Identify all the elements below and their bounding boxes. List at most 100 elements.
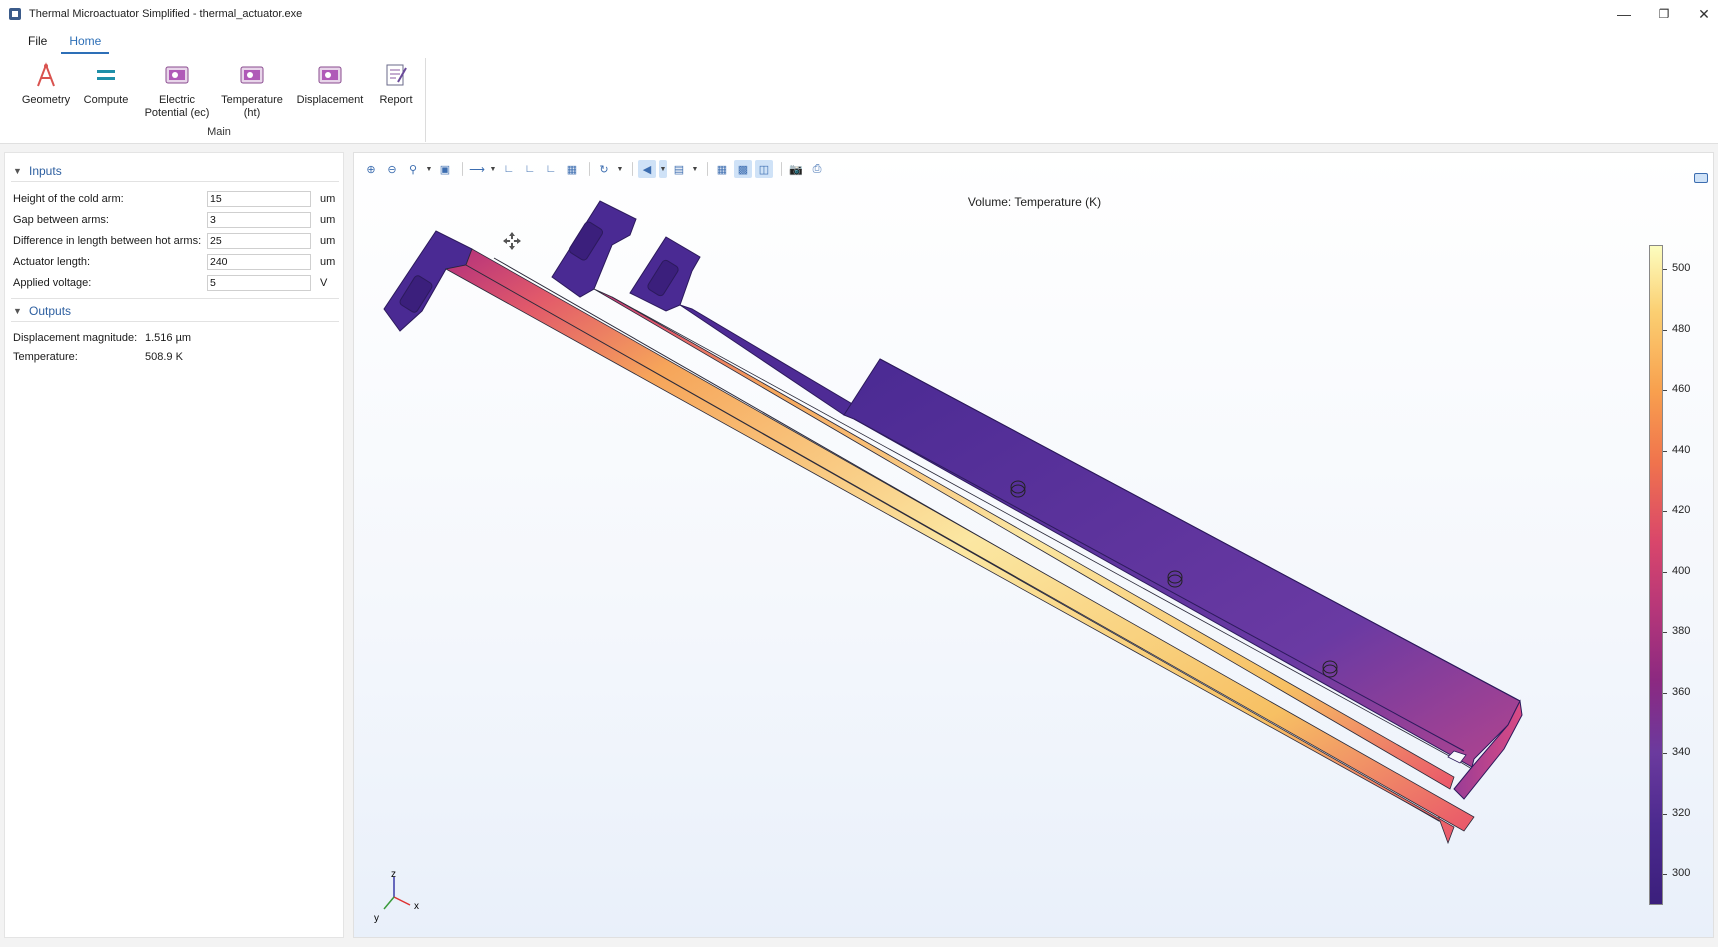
color-legend-tick-label: 480 [1672, 322, 1691, 335]
electric-potential-button[interactable]: Electric Potential (ec) [140, 62, 214, 120]
color-legend-tickmark [1663, 511, 1667, 512]
restore-button[interactable]: ❐ [1658, 7, 1670, 21]
field-label: Applied voltage: [13, 277, 92, 289]
toolbar-separator [707, 162, 708, 176]
color-legend-tickmark [1663, 632, 1667, 633]
chevron-down-icon[interactable]: ▼ [691, 165, 699, 173]
temperature-button[interactable]: Temperature (ht) [216, 62, 288, 120]
color-legend-tick-label: 360 [1672, 685, 1691, 698]
view-yz-icon[interactable]: ∟ [524, 163, 536, 175]
render-icon[interactable]: ◫ [755, 160, 773, 178]
window-title: Thermal Microactuator Simplified - therm… [29, 8, 303, 20]
input-row-cold-arm-height: Height of the cold arm: um [13, 189, 343, 209]
print-icon[interactable]: ⎙ [812, 162, 822, 175]
view-xy-icon[interactable]: ∟ [503, 163, 515, 175]
view-3d-icon[interactable]: ▦ [566, 163, 578, 176]
field-unit: um [320, 235, 336, 247]
view-zx-icon[interactable]: ∟ [545, 163, 557, 175]
graphics-options-icon[interactable] [1694, 173, 1708, 183]
field-label: Temperature: [13, 351, 78, 363]
color-legend-tickmark [1663, 390, 1667, 391]
grid-icon[interactable]: ▦ [716, 163, 728, 176]
color-legend [1649, 245, 1663, 905]
color-legend-tickmark [1663, 874, 1667, 875]
field-label: Difference in length between hot arms: [13, 235, 202, 247]
gap-input[interactable] [207, 212, 311, 228]
temperature-value: 508.9 K [145, 351, 183, 363]
title-bar: Thermal Microactuator Simplified - therm… [0, 0, 1718, 28]
length-difference-input[interactable] [207, 233, 311, 249]
ribbon-group-label: Main [207, 126, 231, 138]
displacement-button[interactable]: Displacement [294, 62, 366, 107]
wireframe-icon[interactable]: ▩ [734, 160, 752, 178]
geometry-icon [33, 62, 59, 88]
inputs-section-header[interactable]: ▼ Inputs [13, 164, 62, 178]
input-row-gap: Gap between arms: um [13, 210, 343, 230]
color-legend-tickmark [1663, 329, 1667, 331]
divider [11, 321, 339, 322]
close-button[interactable]: ✕ [1698, 5, 1710, 22]
chevron-down-icon[interactable]: ▼ [659, 160, 667, 178]
color-legend-tickmark [1663, 692, 1667, 694]
color-legend-tick-label: 380 [1672, 625, 1691, 637]
toolbar-separator [462, 162, 463, 176]
scene-light-icon[interactable]: ▤ [673, 163, 685, 176]
color-legend-tick-label: 440 [1672, 443, 1691, 456]
outputs-heading: Outputs [29, 304, 72, 318]
report-label: Report [379, 94, 413, 106]
zoom-in-icon[interactable]: ⊕ [366, 163, 376, 176]
input-row-voltage: Applied voltage: V [13, 273, 343, 293]
cold-arm-height-input[interactable] [207, 191, 311, 207]
view-axis-icon[interactable]: ⟶ [469, 163, 485, 176]
axis-label-z: z [391, 869, 396, 880]
chevron-down-icon[interactable]: ▼ [616, 165, 624, 173]
displacement-label: Displacement [296, 94, 364, 106]
plot-icon [317, 62, 343, 88]
color-legend-tick-label: 320 [1672, 806, 1691, 819]
outputs-section-header[interactable]: ▼ Outputs [13, 304, 71, 318]
chevron-down-icon[interactable]: ▼ [489, 165, 497, 173]
rotate-icon[interactable]: ↻ [599, 163, 609, 176]
chevron-down-icon: ▼ [13, 166, 22, 176]
zoom-box-icon[interactable]: ⚲ [408, 163, 418, 176]
plot-icon [164, 62, 190, 88]
graphics-window[interactable]: ⊕ ⊖ ⚲ ▼ ▣ ⟶ ▼ ∟ ∟ ∟ ▦ ↻ ▼ ◀ ▼ ▤ ▼ ▦ ▩ ◫ … [353, 152, 1714, 938]
divider [11, 298, 339, 299]
color-legend-tick-label: 400 [1672, 564, 1691, 577]
tab-file[interactable]: File [28, 34, 48, 48]
graphics-toolbar: ⊕ ⊖ ⚲ ▼ ▣ ⟶ ▼ ∟ ∟ ∟ ▦ ↻ ▼ ◀ ▼ ▤ ▼ ▦ ▩ ◫ … [362, 159, 829, 179]
camera-icon[interactable]: 📷 [789, 163, 803, 176]
color-legend-tickmark [1663, 753, 1667, 754]
toolbar-separator [781, 162, 782, 176]
field-unit: um [320, 256, 336, 268]
chevron-down-icon[interactable]: ▼ [425, 165, 433, 173]
displacement-value: 1.516 µm [145, 332, 192, 344]
compute-icon [93, 62, 119, 88]
color-legend-tick-label: 340 [1672, 746, 1691, 758]
axis-label-y: y [374, 913, 379, 924]
field-unit: V [320, 277, 328, 289]
zoom-extents-icon[interactable]: ▣ [439, 163, 451, 176]
color-legend-tick-label: 300 [1672, 867, 1691, 879]
geometry-button[interactable]: Geometry [14, 62, 78, 107]
zoom-out-icon[interactable]: ⊖ [387, 163, 397, 176]
report-button[interactable]: Report [372, 62, 420, 107]
input-row-actuator-length: Actuator length: um [13, 252, 343, 272]
field-label: Actuator length: [13, 256, 91, 268]
transparency-icon[interactable]: ◀ [638, 160, 656, 178]
minimize-button[interactable]: — [1617, 6, 1631, 22]
output-row-temperature: Temperature: 508.9 K [13, 348, 183, 366]
compute-button[interactable]: Compute [78, 62, 134, 107]
color-legend-tickmark [1663, 269, 1667, 270]
tab-home[interactable]: Home [61, 34, 110, 54]
geometry-label: Geometry [21, 94, 71, 106]
input-row-length-difference: Difference in length between hot arms: u… [13, 231, 343, 251]
color-legend-tick-label: 460 [1672, 383, 1691, 395]
actuator-model [383, 200, 1523, 845]
ribbon: Geometry Compute Electric Potential (ec)… [0, 54, 1718, 144]
actuator-length-input[interactable] [207, 254, 311, 270]
field-unit: um [320, 193, 336, 205]
voltage-input[interactable] [207, 275, 311, 291]
field-label: Gap between arms: [13, 214, 109, 226]
field-label: Displacement magnitude: [13, 332, 138, 344]
